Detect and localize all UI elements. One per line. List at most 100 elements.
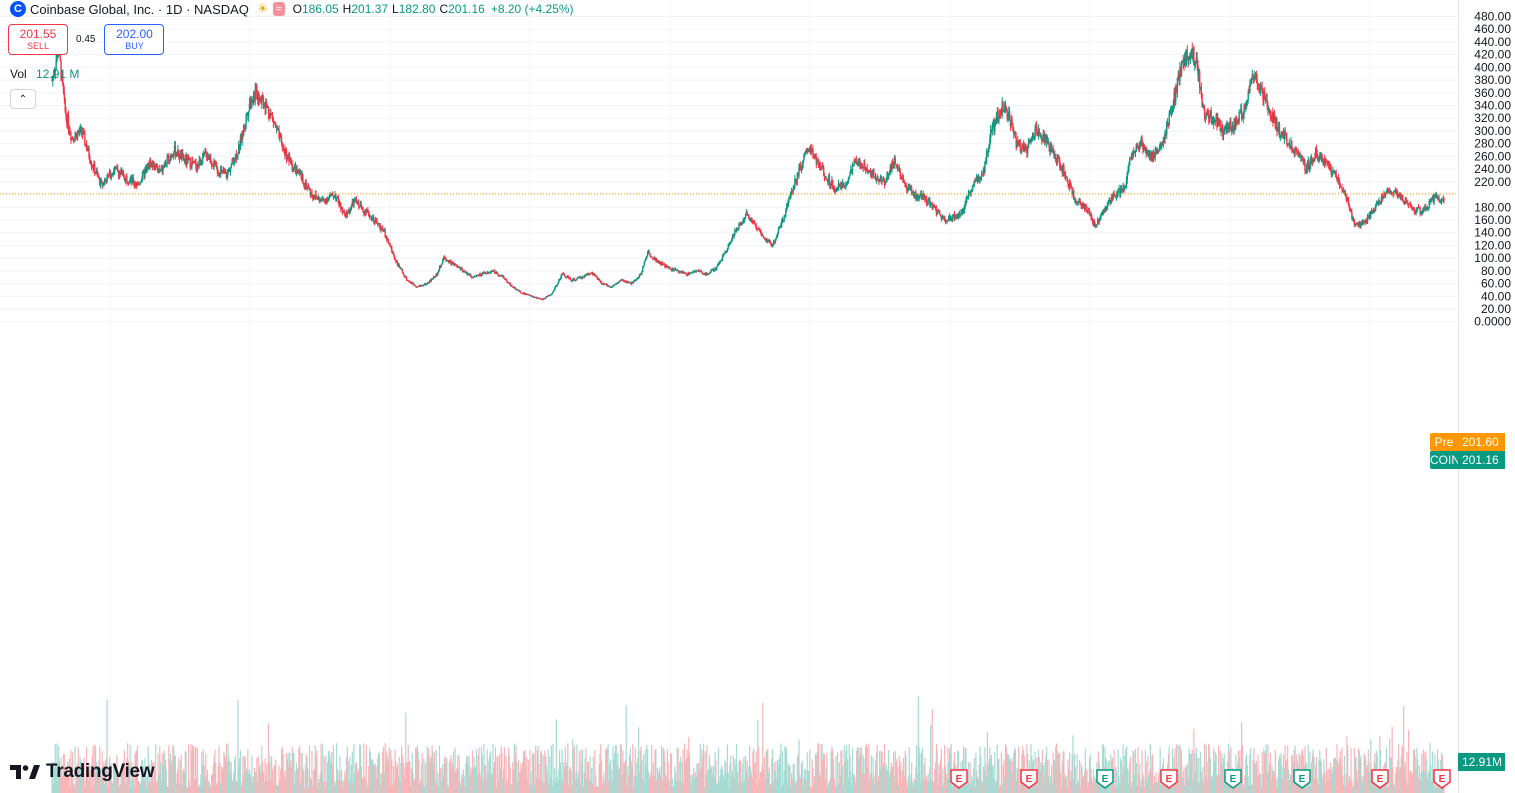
volume-bar [408,761,410,793]
candle-body [316,196,318,198]
volume-bar [479,772,481,793]
volume-bar [356,771,358,793]
volume-bar [544,750,546,793]
volume-bar [857,747,859,793]
candle-body [1160,145,1162,147]
candle-body [335,194,337,200]
candle-body [809,147,811,150]
volume-bar [1077,782,1079,793]
volume-bar [1355,756,1357,793]
candle-body [421,285,423,287]
candle-body [324,200,326,203]
volume-bar [627,765,629,793]
candle-body [1199,86,1202,88]
volume-bar [726,744,729,793]
candle-body [113,167,116,172]
volume-bar [64,771,66,793]
volume-bar [212,764,214,793]
candle-body [382,230,385,232]
volume-bar [626,785,628,793]
candle-body [1038,129,1040,134]
candle-body [363,211,365,213]
candle-body [697,270,699,272]
volume-bar [576,744,578,793]
candle-body [1311,159,1314,163]
volume-bar [447,787,450,793]
candle-body [1110,196,1113,203]
volume-bar [247,749,249,793]
volume-bar [589,756,591,793]
candle-body [967,192,970,198]
candle-body [688,273,691,275]
candle-body [977,176,980,180]
volume-bar [920,782,922,793]
volume-bar [456,768,458,793]
volume-bar [1060,787,1063,793]
volume-bar [206,775,208,793]
candle-body [1197,64,1199,75]
candle-body [759,229,762,232]
volume-bar [925,775,928,793]
candle-body [71,137,73,140]
volume-bar [1361,776,1363,793]
volume-bar [415,747,417,793]
volume-bar [1020,782,1022,793]
volume-bar [1106,786,1109,793]
candle-body [1354,223,1356,225]
candle-body [1071,187,1073,195]
volume-bar [304,765,306,793]
volume-bar [1147,756,1149,793]
candle-body [219,169,222,176]
volume-bar [254,771,256,793]
volume-bar [1188,748,1190,793]
volume-bar [672,787,674,793]
volume-bar [1222,758,1225,793]
volume-bar [1365,760,1367,793]
volume-bar [676,747,678,793]
volume-bar [189,787,191,793]
volume-bar [717,747,719,793]
volume-bar [1004,777,1006,793]
volume-bar [726,772,728,793]
volume-bar [706,745,708,793]
volume-bar [489,751,492,793]
candle-body [655,258,657,261]
candle-body [1178,74,1180,81]
candle-body [1046,136,1049,145]
volume-bar [440,781,442,793]
candle-body [854,159,856,161]
candle-body [903,181,906,183]
volume-bar [388,747,390,793]
candle-body [1100,214,1102,218]
candle-body [542,299,544,301]
volume-bar [171,760,173,793]
volume-bar [1360,755,1362,793]
volume-bar [1161,783,1163,793]
volume-bar [996,744,998,793]
volume-bar [828,783,830,793]
candle-body [76,132,79,139]
volume-bar [241,781,243,793]
volume-bar [1046,747,1048,793]
volume-bar [727,772,729,793]
volume-bar [1145,761,1147,793]
candle-body [604,284,607,286]
candle-body [312,197,315,199]
candle-body [869,170,872,176]
candle-body [386,239,389,241]
volume-bar [1133,751,1135,793]
candle-body [1203,109,1206,118]
volume-bar [789,764,791,793]
volume-bar [372,760,374,793]
volume-bar [873,774,875,793]
volume-bar [1370,739,1372,793]
candle-body [139,182,141,185]
volume-bar [543,783,545,793]
candle-body [239,138,242,151]
candle-body [321,199,323,201]
volume-bar [1160,785,1162,793]
candle-body [471,277,474,279]
candle-body [1370,211,1372,218]
